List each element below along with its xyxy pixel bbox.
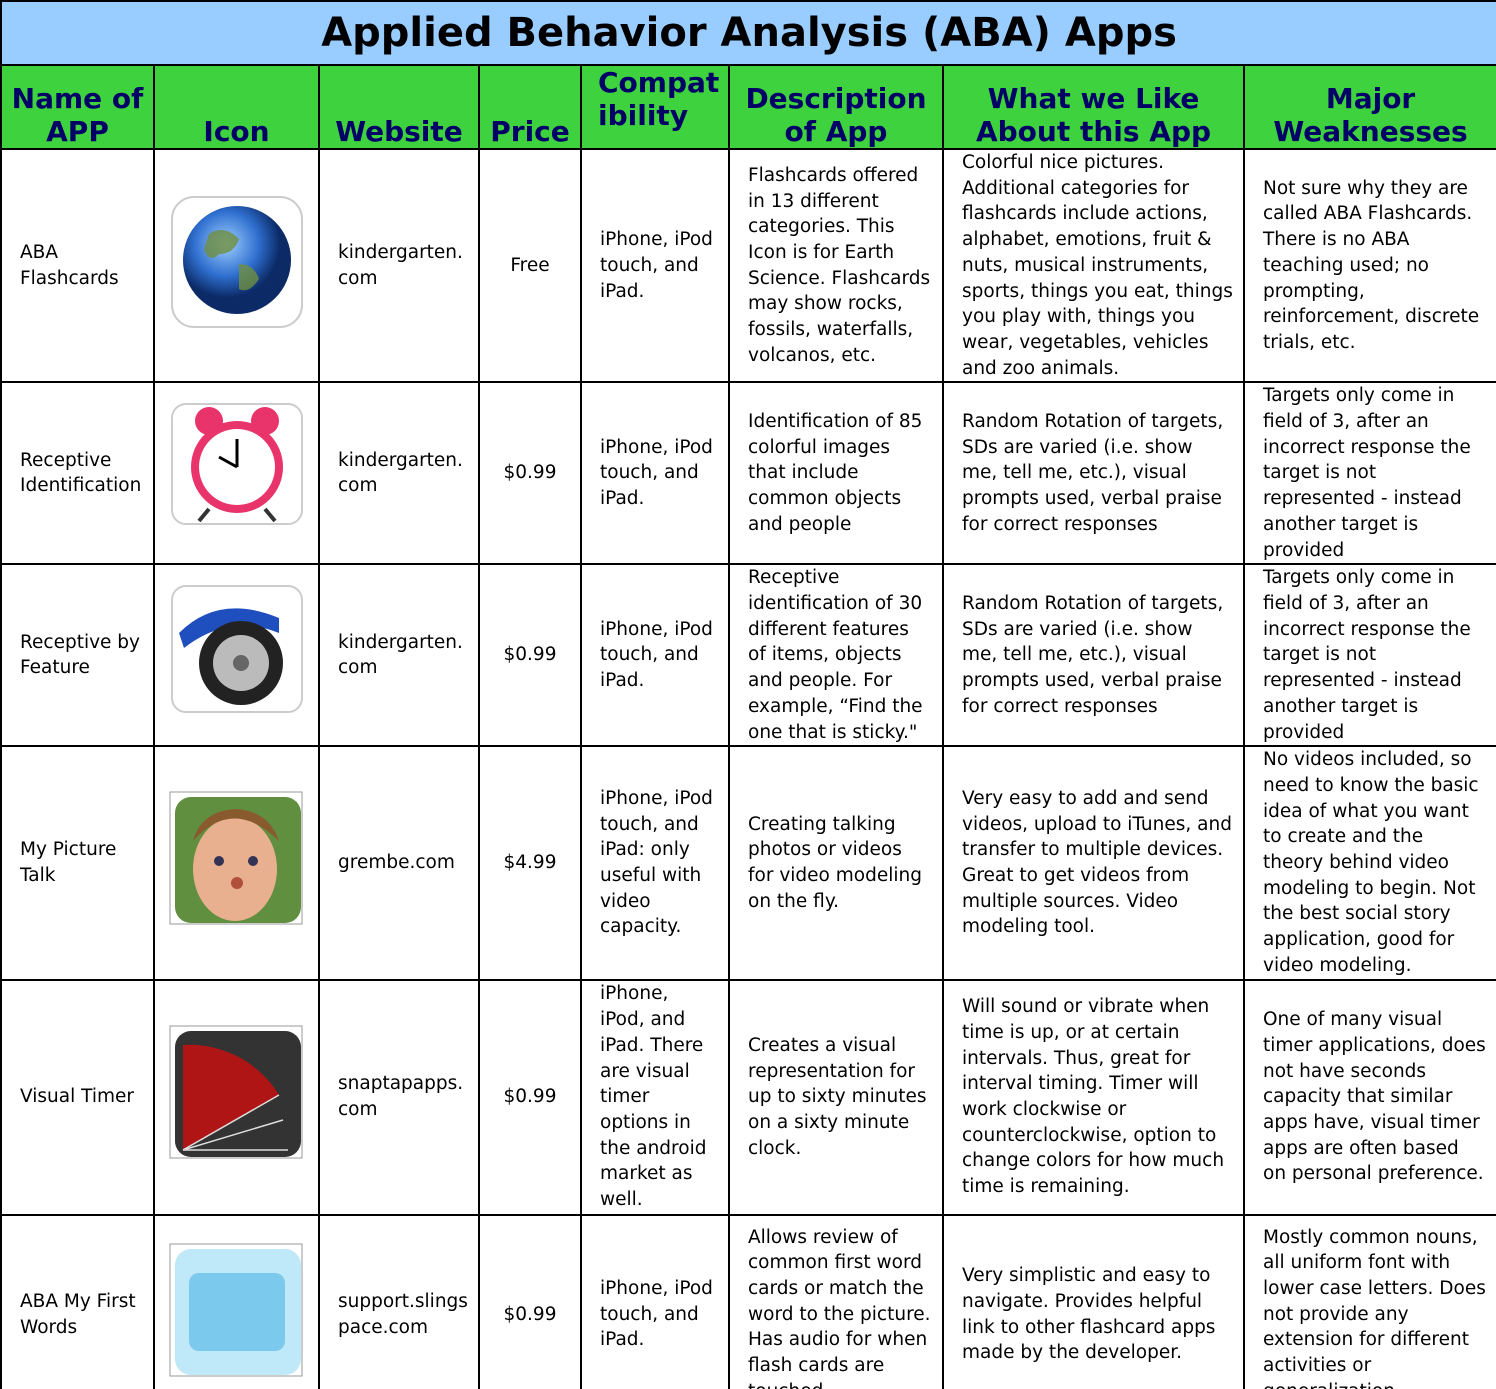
table-row: ABA My First Words support.slingspace.com…	[0, 1213, 1496, 1389]
icon-cell	[153, 745, 320, 981]
table-cell: iPhone, iPod touch, and iPad: only usefu…	[580, 745, 730, 981]
column-header: Website	[318, 64, 480, 150]
column-header: What we Like About this App	[942, 64, 1245, 150]
table-cell: Very easy to add and send videos, upload…	[942, 745, 1245, 981]
column-header: Price	[478, 64, 582, 150]
table-cell: iPhone, iPod touch, and iPad.	[580, 563, 730, 748]
table-cell: One of many visual timer applications, d…	[1242, 978, 1496, 1216]
column-header: Icon	[153, 64, 320, 150]
table-cell: No videos included, so need to know the …	[1242, 745, 1496, 981]
table-cell: iPhone, iPod touch, and iPad.	[580, 381, 730, 566]
table-cell: Receptive by Feature	[0, 563, 155, 748]
icon-cell	[153, 381, 320, 566]
table-cell: Visual Timer	[0, 978, 155, 1216]
table-row: ABA Flashcards kindergarten.com Free iPhone…	[0, 147, 1496, 384]
table-cell: Free	[478, 147, 582, 384]
table-cell: Allows review of common first word cards…	[728, 1213, 944, 1389]
table-cell: $0.99	[478, 978, 582, 1216]
icon-cell	[153, 1213, 320, 1389]
app-icon	[171, 403, 303, 526]
app-icon	[169, 791, 303, 925]
table-cell: snaptapapps.com	[318, 978, 480, 1216]
table-row: Visual Timer snaptapapps.com $0.99 iPhone, …	[0, 978, 1496, 1216]
app-icon	[169, 1025, 303, 1159]
table-cell: Creating talking photos or videos for vi…	[728, 745, 944, 981]
table-cell: Very simplistic and easy to navigate. Pr…	[942, 1213, 1245, 1389]
table-cell: Flashcards offered in 13 different categ…	[728, 147, 944, 384]
table-cell: Random Rotation of targets, SDs are vari…	[942, 381, 1245, 566]
table-cell: iPhone, iPod, and iPad. There are visual…	[580, 978, 730, 1216]
table-cell: Random Rotation of targets, SDs are vari…	[942, 563, 1245, 748]
table-cell: kindergarten.com	[318, 563, 480, 748]
table-cell: Not sure why they are called ABA Flashca…	[1242, 147, 1496, 384]
icon-cell	[153, 563, 320, 748]
column-header: Compatibility	[580, 64, 730, 150]
table-cell: ABA My First Words	[0, 1213, 155, 1389]
table-cell: Receptive Identification	[0, 381, 155, 566]
table-cell: iPhone, iPod touch, and iPad.	[580, 147, 730, 384]
table-cell: Identification of 85 colorful images tha…	[728, 381, 944, 566]
icon-cell	[153, 147, 320, 384]
table-cell: My Picture Talk	[0, 745, 155, 981]
column-header: Description of App	[728, 64, 944, 150]
table-cell: Creates a visual representation for up t…	[728, 978, 944, 1216]
table-cell: kindergarten.com	[318, 381, 480, 566]
table-cell: Mostly common nouns, all uniform font wi…	[1242, 1213, 1496, 1389]
table-cell: support.slingspace.com	[318, 1213, 480, 1389]
table-row: Receptive Identification kindergarten.com…	[0, 381, 1496, 566]
icon-cell	[153, 978, 320, 1216]
table-cell: Targets only come in field of 3, after a…	[1242, 381, 1496, 566]
table-cell: Colorful nice pictures. Additional categ…	[942, 147, 1245, 384]
table-cell: $0.99	[478, 1213, 582, 1389]
table-cell: Receptive identification of 30 different…	[728, 563, 944, 748]
table-row: My Picture Talk grembe.com $4.99 iPhone, iP…	[0, 745, 1496, 981]
table-cell: iPhone, iPod touch, and iPad.	[580, 1213, 730, 1389]
app-icon	[169, 1243, 303, 1377]
table-row: Receptive by Feature kindergarten.com $0.9…	[0, 563, 1496, 748]
table-cell: $4.99	[478, 745, 582, 981]
table-cell: kindergarten.com	[318, 147, 480, 384]
table-title: Applied Behavior Analysis (ABA) Apps	[0, 0, 1496, 66]
table-cell: grembe.com	[318, 745, 480, 981]
column-header: Name of APP	[0, 64, 155, 150]
app-icon	[171, 585, 303, 714]
table-cell: $0.99	[478, 381, 582, 566]
app-icon	[171, 195, 303, 328]
table-cell: Will sound or vibrate when time is up, o…	[942, 978, 1245, 1216]
column-header: Major Weaknesses	[1242, 64, 1496, 150]
table-cell: ABA Flashcards	[0, 147, 155, 384]
table-cell: $0.99	[478, 563, 582, 748]
table-cell: Targets only come in field of 3, after a…	[1242, 563, 1496, 748]
